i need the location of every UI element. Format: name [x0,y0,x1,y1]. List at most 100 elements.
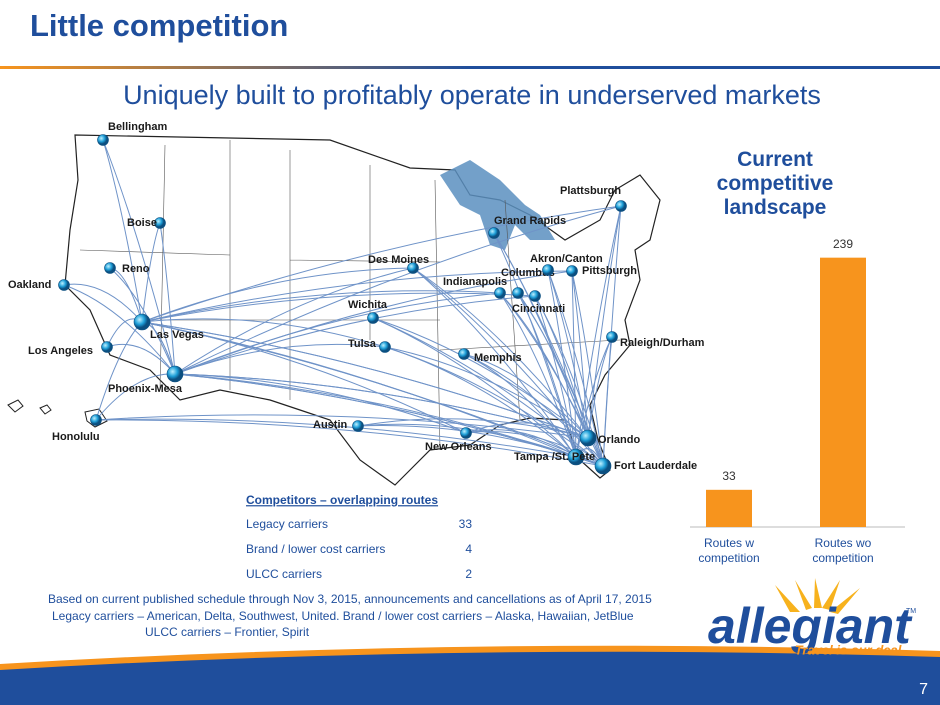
city-label: Oakland [8,279,51,291]
table-label: ULCC carriers [246,567,322,581]
city-label: Tampa /St. Pete [514,451,595,463]
logo-tm: TM [906,608,916,615]
page-number: 7 [919,681,928,698]
city-label: Honolulu [52,431,100,443]
route [463,353,604,467]
city-label: Reno [122,263,150,275]
city-label: Pittsburgh [582,265,637,277]
footnote: Based on current published schedule thro… [48,592,652,606]
route [109,267,176,375]
city-dot [542,264,554,276]
city-label: Raleigh/Durham [620,337,705,349]
city-label: Grand Rapids [494,215,566,227]
city-label: New Orleans [425,441,492,453]
route [102,139,143,323]
header-rule [0,66,940,69]
route [463,353,577,458]
route [602,336,613,467]
city-label: Las Vegas [150,329,204,341]
city-label: Plattsburgh [560,185,621,197]
logo-name: allegiant [708,598,913,654]
city-label: Cincinnati [512,303,565,315]
route [102,139,176,375]
route [141,267,414,323]
city-label: Wichita [348,299,388,311]
city-dot [512,287,524,299]
city-label: Tulsa [348,338,377,350]
route [95,418,577,458]
route [571,270,577,458]
route [547,269,604,467]
x-tick-label: Routes wo competition [812,536,874,565]
route [95,419,604,467]
competitor-table: Legacy carriers 33 Brand / lower cost carr… [246,517,472,581]
logo-sun [775,578,860,614]
bar [820,257,866,527]
city-dot [615,200,627,212]
city-label: Memphis [474,352,522,364]
city-dot [133,313,151,331]
bar-chart: 33 239 [690,237,905,528]
route [547,269,577,458]
city-label: Los Angeles [28,345,93,357]
city-label: Fort Lauderdale [614,460,697,472]
route [141,292,536,323]
city-label: Indianapolis [443,276,507,288]
us-map [7,134,661,486]
table-value: 33 [459,517,473,531]
city-dot [488,227,500,239]
route [174,373,604,467]
route [174,205,622,375]
city-dot [579,429,597,447]
city-dot [494,287,506,299]
city-dot [529,290,541,302]
city-dot [594,457,612,475]
route [463,353,589,439]
city-dot [101,341,113,353]
city-dot [154,217,166,229]
table-label: Legacy carriers [246,517,328,531]
route [141,205,622,323]
city-dot [566,265,578,277]
route [95,414,589,439]
footer-band [0,649,940,705]
route [141,321,604,467]
route [141,321,589,439]
city-dot [606,331,618,343]
city-dot [460,427,472,439]
city-label: Orlando [598,434,640,446]
route [141,222,161,323]
footnote: ULCC carriers – Frontier, Spirit [145,625,310,639]
route [465,431,604,467]
route [587,205,622,439]
route [517,292,577,458]
city-dot [58,279,70,291]
table-value: 4 [465,542,472,556]
route [63,284,176,375]
footnote: Legacy carriers – American, Delta, South… [52,609,634,623]
city-dot [90,414,102,426]
slide-title: Little competition [30,8,288,43]
cities: Bellingham Boise Reno Oakland Los Angeles Las… [8,121,705,475]
route [141,318,386,348]
route [174,270,573,375]
city-label: Bellingham [108,121,168,133]
routes [63,139,622,467]
footer-stripe [0,645,940,670]
logo-tagline: Travel is our deal. [795,642,905,657]
slide-subtitle: Uniquely built to profitably operate in … [123,80,821,110]
city-dot [367,312,379,324]
route [174,267,414,375]
city-dot [379,341,391,353]
route [141,270,573,323]
city-label: Austin [313,419,348,431]
route [357,418,589,439]
x-tick-label: Routes w competition [698,536,760,565]
route [493,232,577,458]
route [174,373,589,439]
route [63,283,143,323]
city-label: Phoenix-Mesa [108,383,183,395]
table-label: Brand / lower cost carriers [246,542,385,556]
